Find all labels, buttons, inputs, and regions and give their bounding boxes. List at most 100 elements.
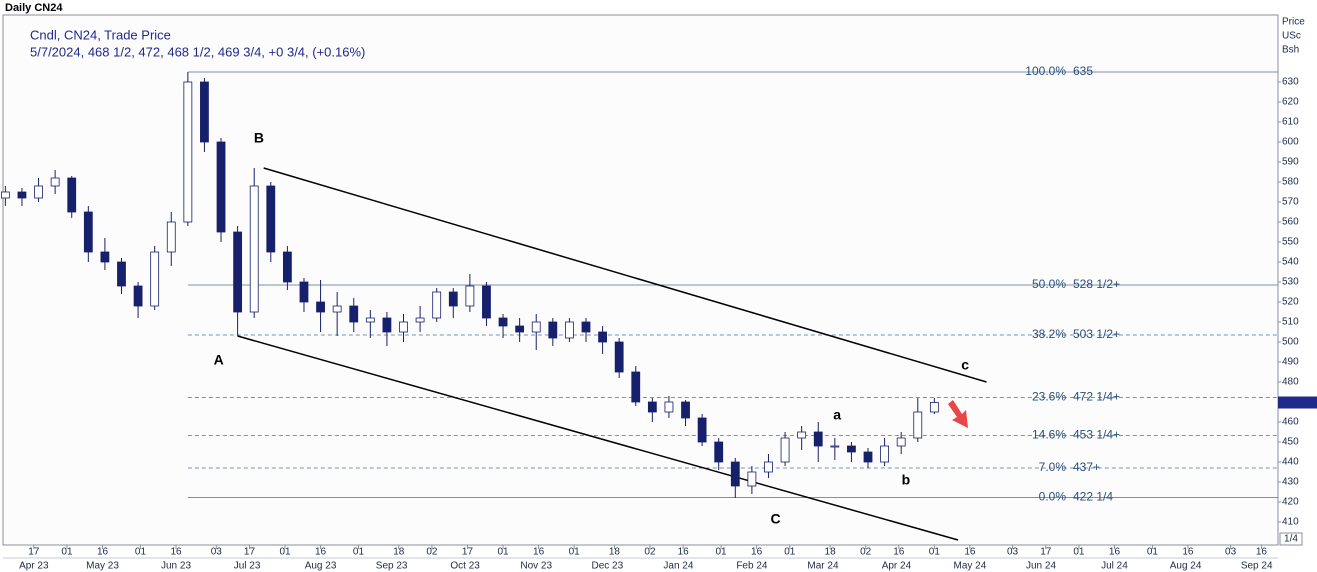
fib-price: 635 <box>1073 64 1093 78</box>
candle-body <box>764 461 773 473</box>
candle-body <box>0 191 10 199</box>
y-tick-label: 420 <box>1282 497 1299 508</box>
x-tick-label: 16 <box>170 547 182 558</box>
candle-body <box>282 251 292 283</box>
candle-body <box>664 401 674 413</box>
x-tick-label: 02 <box>644 547 656 558</box>
candle-body <box>780 437 790 463</box>
x-tick-label: 01 <box>1147 547 1159 558</box>
x-tick-label: 01 <box>716 547 728 558</box>
candle-body <box>432 291 442 319</box>
y-tick-label: 440 <box>1282 457 1299 468</box>
last-price-marker <box>1278 396 1317 409</box>
x-tick-label: 18 <box>393 547 405 558</box>
x-tick-label: 17 <box>462 547 474 558</box>
fib-pct: 38.2% <box>1032 327 1066 341</box>
x-month-label: Jun 23 <box>161 561 191 572</box>
fib-pct: 23.6% <box>1032 390 1066 404</box>
candle-body <box>929 402 939 413</box>
x-tick-label: 01 <box>279 547 291 558</box>
candle-body <box>880 445 889 463</box>
candle-body <box>515 325 525 333</box>
x-month-label: Sep 23 <box>376 561 408 572</box>
x-tick-label: 02 <box>426 547 438 558</box>
x-tick-label: 16 <box>678 547 690 558</box>
x-tick-label: 18 <box>609 547 621 558</box>
x-tick-label: 17 <box>28 547 40 558</box>
y-tick-label: 610 <box>1282 117 1299 128</box>
candle-body <box>896 437 906 447</box>
candle-body <box>133 285 143 307</box>
x-month-label: Nov 23 <box>520 561 552 572</box>
x-month-label: Apr 23 <box>19 561 49 572</box>
fib-price: 422 1/4 <box>1073 490 1113 504</box>
y-tick-label: 460 <box>1282 417 1299 428</box>
candle-body <box>216 141 226 233</box>
fib-price: 453 1/4+ <box>1073 428 1120 442</box>
x-tick-label: 17 <box>1040 547 1052 558</box>
x-tick-label: 03 <box>1007 547 1019 558</box>
x-month-label: Aug 24 <box>1170 561 1202 572</box>
candle-body <box>863 451 873 463</box>
candle-body <box>17 191 27 199</box>
candle-body <box>598 331 607 343</box>
x-tick-label: 01 <box>135 547 147 558</box>
axis-unit: Price <box>1282 17 1305 28</box>
y-tick-label: 510 <box>1282 317 1299 328</box>
candle-body <box>697 417 707 443</box>
axis-unit: USc <box>1282 31 1301 42</box>
y-tick-label: 620 <box>1282 97 1299 108</box>
candle-body <box>100 251 110 263</box>
candle-body <box>233 231 243 313</box>
fib-pct: 14.6% <box>1032 428 1066 442</box>
y-tick-label: 500 <box>1282 337 1299 348</box>
x-month-label: May 23 <box>86 561 119 572</box>
y-tick-label: 570 <box>1282 197 1299 208</box>
x-tick-label: 16 <box>1182 547 1194 558</box>
y-tick-label: 520 <box>1282 297 1299 308</box>
x-tick-label: 16 <box>751 547 763 558</box>
candle-body <box>67 177 77 213</box>
candle-body <box>83 211 93 253</box>
candle-body <box>847 445 856 453</box>
candle-body <box>117 261 126 287</box>
wave-label: C <box>771 511 781 527</box>
x-month-label: Dec 23 <box>591 561 623 572</box>
y-tick-label: 530 <box>1282 277 1299 288</box>
axis-unit: Bsh <box>1282 45 1299 56</box>
x-month-label: Oct 23 <box>450 561 480 572</box>
candle-body <box>631 371 641 403</box>
candle-body <box>565 321 574 339</box>
x-tick-label: 16 <box>533 547 545 558</box>
x-tick-label: 01 <box>497 547 509 558</box>
x-tick-label: 01 <box>353 547 365 558</box>
candle-body <box>581 321 591 333</box>
y-tick-label: 430 <box>1282 477 1299 488</box>
wave-label: b <box>902 472 911 488</box>
y-tick-label: 590 <box>1282 157 1299 168</box>
x-month-label: Sep 24 <box>1241 561 1273 572</box>
legend-line: Cndl, CN24, Trade Price <box>30 27 171 42</box>
candle-body <box>299 281 309 303</box>
candle-body <box>531 321 541 333</box>
candle-body <box>166 221 176 253</box>
y-tick-label: 490 <box>1282 357 1299 368</box>
x-month-label: Jun 24 <box>1026 561 1056 572</box>
x-tick-label: 01 <box>1073 547 1085 558</box>
x-tick-label: 16 <box>97 547 109 558</box>
candle-body <box>614 341 624 373</box>
wave-label: A <box>214 352 224 368</box>
fib-pct: 0.0% <box>1039 490 1067 504</box>
candle-body <box>681 401 690 419</box>
wave-label: a <box>833 407 841 423</box>
x-month-label: May 24 <box>954 561 987 572</box>
candle-body <box>647 401 657 413</box>
fib-price: 528 1/2+ <box>1073 277 1120 291</box>
candle-body <box>332 305 342 313</box>
y-tick-label: 540 <box>1282 257 1299 268</box>
candle-body <box>382 317 392 333</box>
y-tick-label: 560 <box>1282 217 1299 228</box>
candle-body <box>913 411 923 439</box>
x-tick-label: 16 <box>1256 547 1268 558</box>
x-tick-label: 16 <box>893 547 905 558</box>
